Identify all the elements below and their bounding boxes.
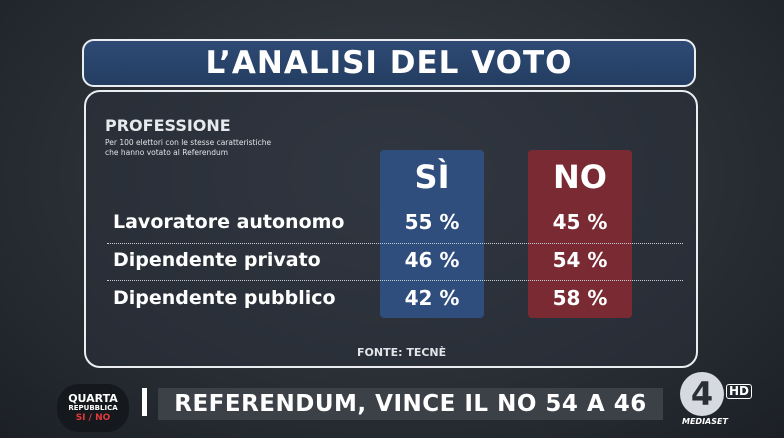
section-title: PROFESSIONE <box>105 116 231 135</box>
source-note: FONTE: TECNÈ <box>357 346 447 359</box>
section-subtitle: Per 100 elettori con le stesse caratteri… <box>105 138 305 158</box>
value-no-dipendente-pubblico: 58 % <box>552 286 608 310</box>
ticker-text: REFERENDUM, VINCE IL NO 54 A 46 <box>174 391 647 417</box>
row-label-lavoratore-autonomo: Lavoratore autonomo <box>113 211 345 233</box>
network-logo: 4 HD MEDIASET <box>680 372 760 434</box>
value-no-lavoratore-autonomo: 45 % <box>552 210 608 234</box>
show-logo-line-2: REPUBBLICA <box>68 403 118 412</box>
value-si-dipendente-pubblico: 42 % <box>404 286 460 310</box>
subtitle-line-2: che hanno votato al Referendum <box>105 148 229 157</box>
channel-number: 4 <box>680 372 724 416</box>
value-si-dipendente-privato: 46 % <box>404 248 460 272</box>
page-title: L’ANALISI DEL VOTO <box>205 45 573 81</box>
title-box: L’ANALISI DEL VOTO <box>82 39 696 87</box>
row-separator <box>107 280 683 281</box>
show-logo-line-1: QUARTA <box>68 391 118 405</box>
subtitle-line-1: Per 100 elettori con le stesse caratteri… <box>105 138 272 147</box>
row-label-dipendente-pubblico: Dipendente pubblico <box>113 287 336 309</box>
hd-badge: HD <box>726 384 753 399</box>
network-name: MEDIASET <box>682 417 728 426</box>
column-header-si: SÌ <box>414 158 450 196</box>
column-si-background <box>380 150 484 318</box>
row-separator <box>107 243 683 244</box>
value-si-lavoratore-autonomo: 55 % <box>404 210 460 234</box>
ticker-divider <box>142 388 147 416</box>
row-label-dipendente-privato: Dipendente privato <box>113 249 321 271</box>
show-logo-line-3: SI / NO <box>75 412 111 423</box>
show-logo: QUARTA REPUBBLICA SI / NO <box>57 384 129 432</box>
column-header-no: NO <box>553 158 607 196</box>
column-no-background <box>528 150 632 318</box>
news-ticker: REFERENDUM, VINCE IL NO 54 A 46 <box>158 388 663 420</box>
value-no-dipendente-privato: 54 % <box>552 248 608 272</box>
